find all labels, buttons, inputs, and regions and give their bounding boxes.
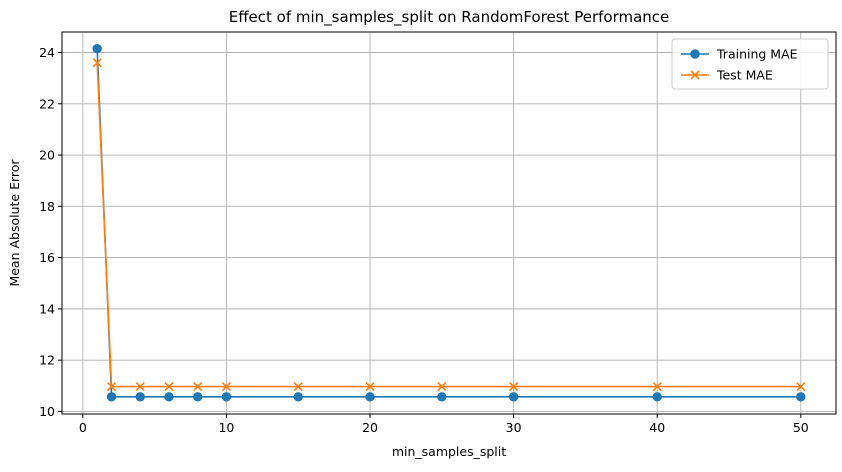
x-marker-stroke	[164, 382, 174, 392]
x-marker-stroke	[437, 382, 447, 392]
x-marker-stroke	[690, 70, 700, 80]
y-axis-label: Mean Absolute Error	[7, 159, 22, 287]
data-point-test-mae	[365, 382, 375, 392]
data-point-test-mae	[293, 382, 303, 392]
y-tick-label: 20	[39, 148, 55, 163]
series-line-training-mae	[96, 48, 801, 398]
y-tick-label: 12	[39, 353, 55, 368]
plot-frame	[61, 31, 837, 415]
series-training-mae	[92, 43, 806, 402]
y-tick-label: 10	[39, 404, 55, 419]
data-point-test-mae	[509, 382, 519, 392]
x-marker-stroke	[193, 382, 203, 392]
y-tick-label: 16	[39, 250, 55, 265]
series-test-mae	[92, 58, 806, 392]
x-tick-label: 20	[362, 420, 378, 435]
data-point-training-mae	[796, 392, 806, 402]
data-point-training-mae	[164, 392, 174, 402]
y-tick-label: 18	[39, 199, 55, 214]
data-point-test-mae	[437, 382, 447, 392]
x-marker-stroke	[652, 382, 662, 392]
axis-ticks: 0 10 20 30 40 50 10 12 14 16 18 20 22 24	[39, 45, 809, 435]
data-point-training-mae	[508, 392, 519, 402]
legend: Training MAE Test MAE	[671, 38, 829, 90]
legend-swatch-marker	[690, 70, 700, 80]
data-point-training-mae	[135, 392, 145, 402]
data-point-training-mae	[293, 392, 303, 402]
y-tick-label: 14	[39, 301, 55, 316]
x-tick-label: 10	[218, 420, 234, 435]
legend-label: Test MAE	[716, 68, 773, 83]
legend-swatch-marker	[690, 49, 700, 59]
x-tick-label: 40	[649, 420, 665, 435]
chart-title: Effect of min_samples_split on RandomFor…	[229, 8, 670, 27]
data-point-test-mae	[164, 382, 174, 392]
data-point-training-mae	[92, 43, 102, 54]
y-tick-label: 22	[39, 96, 55, 111]
data-point-training-mae	[652, 392, 662, 402]
x-marker-stroke	[221, 382, 231, 392]
x-marker-stroke	[293, 382, 303, 392]
x-tick-label: 50	[793, 420, 809, 435]
data-point-training-mae	[365, 392, 375, 402]
series-line-test-mae	[96, 62, 801, 388]
y-tick-label: 24	[39, 45, 55, 60]
x-marker-stroke	[106, 382, 117, 392]
data-point-test-mae	[135, 382, 145, 392]
data-point-test-mae	[193, 382, 203, 392]
series-layer	[92, 43, 806, 402]
data-point-test-mae	[106, 382, 117, 392]
data-point-training-mae	[221, 392, 232, 402]
x-axis-label: min_samples_split	[392, 444, 506, 459]
x-tick-label: 30	[506, 420, 522, 435]
x-marker-stroke	[92, 58, 102, 68]
x-marker-stroke	[135, 382, 145, 392]
x-marker-stroke	[365, 382, 375, 392]
data-point-training-mae	[437, 392, 447, 402]
legend-entry-training-mae: Training MAE	[681, 47, 798, 62]
legend-entry-test-mae: Test MAE	[681, 68, 773, 83]
data-point-test-mae	[652, 382, 662, 392]
data-point-test-mae	[796, 382, 806, 392]
x-marker-stroke	[509, 382, 519, 392]
legend-box	[671, 38, 829, 90]
data-point-training-mae	[193, 392, 203, 402]
data-point-training-mae	[106, 392, 117, 402]
x-tick-label: 0	[79, 420, 87, 435]
data-point-test-mae	[92, 58, 102, 68]
legend-label: Training MAE	[716, 47, 798, 62]
data-point-test-mae	[221, 382, 231, 392]
x-marker-stroke	[796, 382, 806, 392]
